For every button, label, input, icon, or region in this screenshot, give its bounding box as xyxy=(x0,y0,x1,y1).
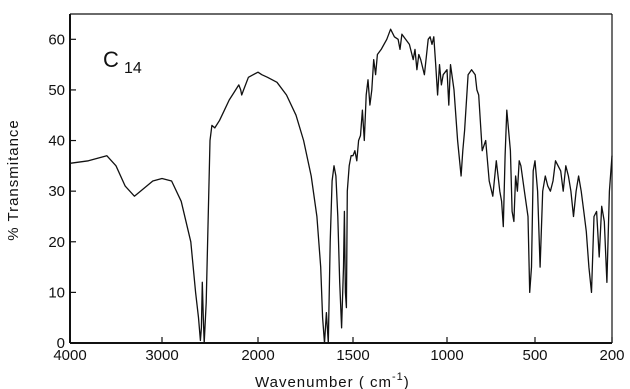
y-tick-label: 30 xyxy=(48,183,65,200)
y-tick-label: 40 xyxy=(48,133,65,150)
x-tick-label: 2000 xyxy=(241,347,274,364)
x-tick-label: 200 xyxy=(599,347,624,364)
x-axis-title-superscript: -1 xyxy=(392,371,404,383)
x-tick-label: 4000 xyxy=(53,347,86,364)
x-axis-title-close: ) xyxy=(404,374,410,389)
panel-label-subscript: 14 xyxy=(124,60,142,77)
y-tick-label: 20 xyxy=(48,234,65,251)
x-axis-title: Wavenumber ( cm-1) xyxy=(255,371,410,389)
panel-label: C xyxy=(103,47,119,72)
x-ticks: 4000 3000 2000 1500 1000 500 200 xyxy=(53,337,625,364)
x-tick-label: 500 xyxy=(522,347,547,364)
y-tick-label: 50 xyxy=(48,82,65,99)
y-tick-label: 10 xyxy=(48,284,65,301)
x-tick-label: 1000 xyxy=(430,347,463,364)
y-tick-label: 60 xyxy=(48,31,65,48)
x-axis-title-main: Wavenumber ( cm xyxy=(255,374,392,389)
series-line xyxy=(69,28,613,344)
y-axis-title: % Transmitance xyxy=(5,119,22,241)
x-tick-label: 3000 xyxy=(145,347,178,364)
x-tick-label: 1500 xyxy=(336,347,369,364)
y-ticks: 0 10 20 30 40 50 60 xyxy=(48,31,76,352)
plot-frame xyxy=(69,13,613,344)
y-tick-label: 0 xyxy=(57,335,65,352)
